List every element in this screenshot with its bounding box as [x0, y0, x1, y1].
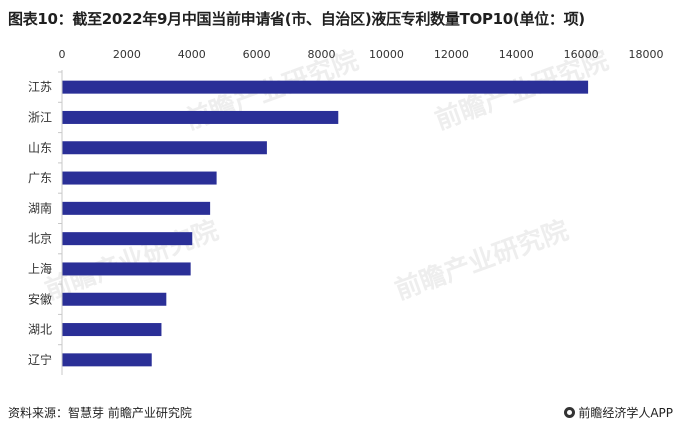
brand: 前瞻经济学人APP: [564, 404, 673, 421]
x-tick-label: 14000: [499, 48, 534, 61]
bar: [62, 232, 193, 246]
x-tick-label: 2000: [113, 48, 141, 61]
x-tick-label: 4000: [178, 48, 206, 61]
x-tick-label: 0: [59, 48, 66, 61]
y-category-label: 广东: [28, 171, 52, 185]
brand-logo-icon: [564, 407, 576, 418]
y-category-label: 山东: [28, 141, 52, 155]
bar: [62, 110, 339, 124]
x-tick-label: 16000: [564, 48, 599, 61]
y-category-label: 辽宁: [28, 352, 52, 367]
x-tick-label: 6000: [243, 48, 271, 61]
bar: [62, 292, 167, 306]
bar: [62, 141, 267, 155]
y-category-label: 北京: [28, 232, 52, 246]
bar: [62, 171, 217, 185]
y-category-label: 江苏: [28, 80, 52, 94]
brand-label: 前瞻经济学人APP: [578, 406, 673, 420]
bar: [62, 262, 191, 276]
x-tick-label: 8000: [308, 48, 336, 61]
y-category-label: 湖南: [28, 200, 52, 215]
bar: [62, 323, 162, 337]
x-tick-label: 10000: [369, 48, 404, 61]
y-category-label: 安徽: [28, 291, 52, 306]
x-tick-label: 18000: [629, 48, 664, 61]
x-tick-label: 12000: [434, 48, 469, 61]
source-note: 资料来源：智慧芽 前瞻产业研究院: [8, 406, 192, 420]
bar: [62, 353, 152, 367]
y-category-label: 上海: [28, 261, 52, 276]
bar: [62, 201, 211, 215]
chart-title: 图表10：截至2022年9月中国当前申请省(市、自治区)液压专利数量TOP10(…: [8, 10, 585, 28]
y-category-label: 湖北: [28, 322, 52, 337]
bar: [62, 80, 589, 94]
y-category-label: 浙江: [28, 110, 52, 124]
